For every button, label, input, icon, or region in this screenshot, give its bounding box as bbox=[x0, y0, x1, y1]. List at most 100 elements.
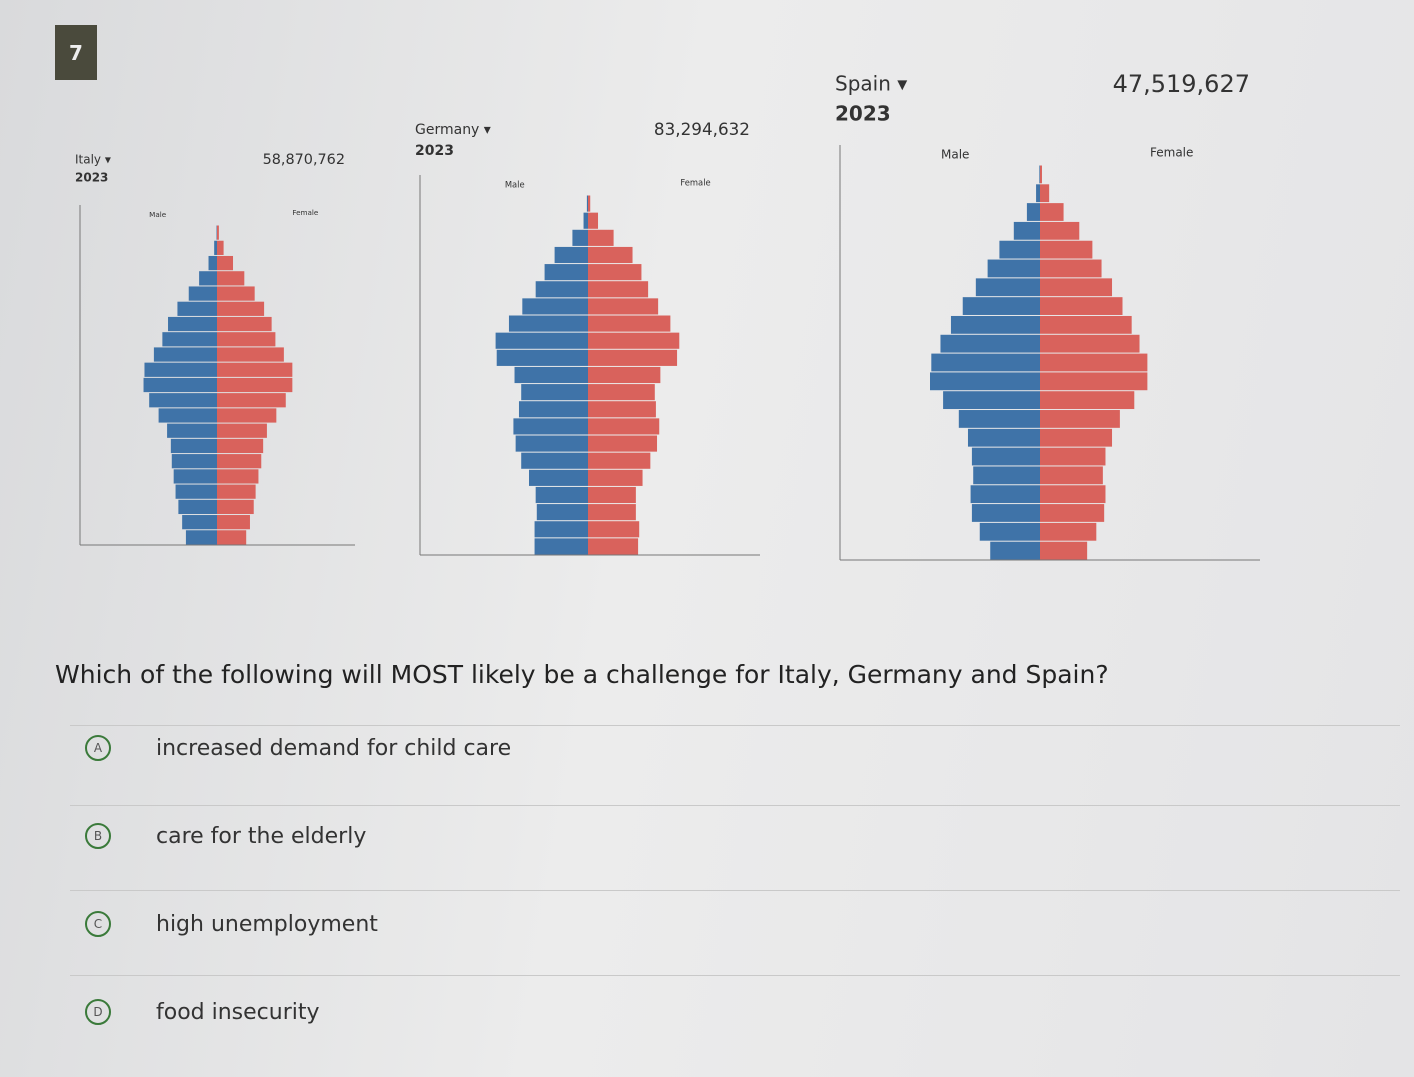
female-bar bbox=[1040, 203, 1064, 221]
female-bar bbox=[217, 240, 224, 255]
male-bar bbox=[158, 408, 217, 423]
female-bar bbox=[217, 408, 277, 423]
female-bar bbox=[217, 484, 256, 499]
year: 2023 bbox=[75, 171, 108, 185]
male-bar bbox=[534, 521, 588, 538]
option-text: high unemployment bbox=[156, 911, 378, 937]
male-bar bbox=[1026, 203, 1040, 221]
male-bar bbox=[153, 347, 217, 362]
male-bar bbox=[971, 447, 1040, 466]
female-bar bbox=[588, 298, 659, 315]
female-bar bbox=[588, 212, 599, 229]
female-bar bbox=[588, 504, 636, 521]
female-bar bbox=[588, 264, 642, 281]
female-bar bbox=[588, 195, 591, 212]
male-bar bbox=[1013, 221, 1040, 240]
male-bar bbox=[495, 332, 588, 349]
separator bbox=[70, 805, 1400, 806]
separator bbox=[70, 975, 1400, 976]
male-bar bbox=[554, 246, 588, 264]
female-bar bbox=[217, 271, 245, 286]
male-bar bbox=[515, 435, 588, 452]
male-bar bbox=[990, 541, 1040, 560]
male-bar bbox=[521, 384, 588, 401]
male-bar bbox=[144, 362, 217, 377]
option-letter: C bbox=[85, 911, 111, 937]
female-bar bbox=[588, 366, 661, 384]
male-bar bbox=[962, 297, 1040, 315]
male-bar bbox=[143, 377, 217, 393]
male-bar bbox=[508, 315, 588, 332]
population: 83,294,632 bbox=[654, 119, 750, 139]
female-bar bbox=[217, 362, 293, 377]
male-bar bbox=[214, 240, 217, 255]
female-bar bbox=[217, 454, 262, 469]
female-bar bbox=[1040, 410, 1120, 428]
separator bbox=[70, 725, 1400, 726]
option-letter: B bbox=[85, 823, 111, 849]
male-bar bbox=[943, 391, 1040, 410]
female-bar bbox=[1040, 428, 1113, 447]
female-bar bbox=[588, 315, 671, 332]
female-bar bbox=[588, 349, 678, 366]
year: 2023 bbox=[835, 102, 891, 126]
female-bar bbox=[1040, 278, 1113, 297]
female-bar bbox=[217, 469, 259, 484]
year: 2023 bbox=[415, 143, 454, 159]
country: Italy ▾ bbox=[75, 153, 111, 167]
male-bar bbox=[518, 401, 588, 418]
population: 47,519,627 bbox=[1113, 70, 1250, 98]
female-bar bbox=[1040, 485, 1106, 504]
male-bar bbox=[185, 530, 217, 545]
male-bar bbox=[583, 212, 588, 229]
separator bbox=[70, 890, 1400, 891]
female-bar bbox=[588, 469, 643, 486]
male-bar bbox=[1039, 165, 1040, 184]
male-bar bbox=[973, 466, 1040, 485]
male-bar bbox=[513, 418, 588, 435]
female-bar bbox=[588, 401, 656, 418]
female-bar bbox=[588, 246, 633, 264]
female-bar bbox=[1040, 541, 1088, 560]
male-bar bbox=[208, 255, 217, 271]
male-bar bbox=[979, 522, 1040, 541]
female-label: Female bbox=[292, 208, 319, 217]
female-bar bbox=[588, 452, 651, 469]
male-label: Male bbox=[505, 180, 525, 190]
pyramids: Italy ▾ 2023 58,870,762 Male Female Germany ▾… bbox=[75, 70, 1260, 561]
female-bar bbox=[217, 286, 255, 301]
male-bar bbox=[987, 259, 1040, 278]
female-bar bbox=[1040, 372, 1148, 391]
country: Germany ▾ bbox=[415, 122, 491, 138]
female-bar bbox=[217, 301, 265, 316]
female-bar bbox=[1040, 391, 1135, 410]
female-bar bbox=[217, 332, 276, 347]
male-bar bbox=[199, 271, 217, 286]
male-bar bbox=[572, 229, 588, 246]
male-bar bbox=[970, 485, 1040, 504]
female-bar bbox=[1040, 240, 1093, 259]
female-bar bbox=[1040, 259, 1102, 278]
female-bar bbox=[1040, 353, 1148, 372]
male-bar bbox=[522, 298, 588, 315]
male-bar bbox=[178, 499, 217, 515]
female-bar bbox=[1040, 334, 1140, 353]
female-bar bbox=[1040, 221, 1080, 240]
male-bar bbox=[586, 195, 588, 212]
question-number: 7 bbox=[55, 25, 97, 80]
female-bar bbox=[1040, 447, 1106, 466]
male-bar bbox=[975, 278, 1040, 297]
country: Spain ▾ bbox=[835, 72, 907, 96]
female-label: Female bbox=[1150, 146, 1193, 160]
option-text: food insecurity bbox=[156, 999, 320, 1025]
male-bar bbox=[170, 438, 217, 454]
male-bar bbox=[162, 332, 217, 347]
female-bar bbox=[588, 435, 658, 452]
male-bar bbox=[1036, 184, 1040, 203]
male-bar bbox=[958, 410, 1040, 428]
female-bar bbox=[588, 332, 680, 349]
